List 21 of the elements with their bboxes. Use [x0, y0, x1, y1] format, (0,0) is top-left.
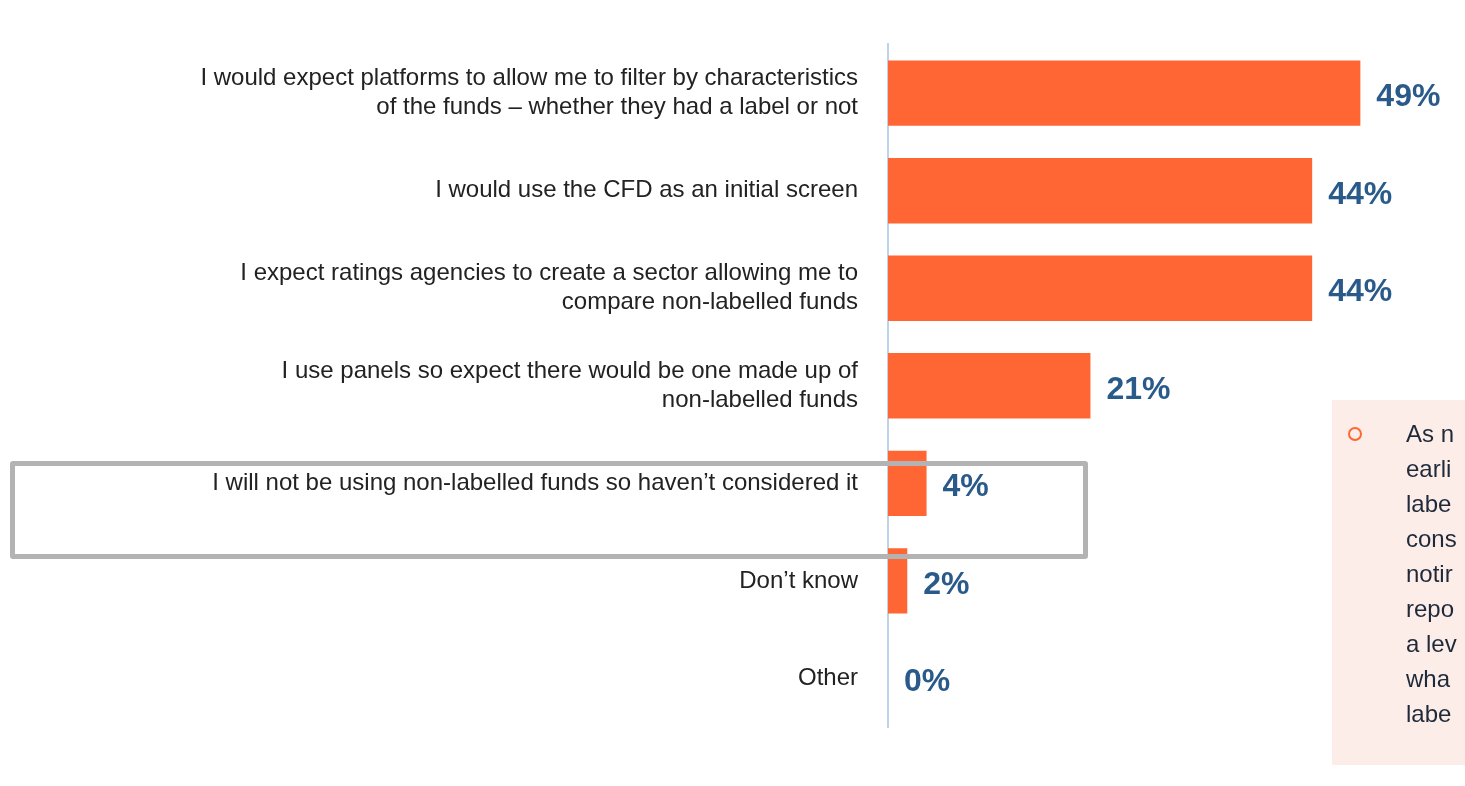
- bar: [888, 255, 1313, 321]
- bar: [888, 548, 908, 614]
- y-tick-label: I would expect platforms to allow me to filter by characteristics of the funds – whether they had a label or not: [200, 63, 859, 120]
- bar: [888, 450, 927, 517]
- data-label: 49%: [1376, 77, 1441, 113]
- bar: [888, 60, 1361, 126]
- data-label: 0%: [904, 662, 951, 699]
- data-label: 4%: [942, 467, 989, 504]
- y-tick-label: I will not be using non-labelled funds so haven’t considered it: [212, 467, 859, 495]
- y-tick-label: I use panels so expect there would be one made up of non-labelled funds: [281, 356, 859, 412]
- bar: [888, 158, 1313, 224]
- y-tick-label: Don’t know: [739, 565, 859, 593]
- data-label: 44%: [1328, 174, 1393, 211]
- data-label: 44%: [1328, 272, 1393, 309]
- note-card: As n earli labe cons notir repo a lev wha labe: [1332, 400, 1465, 765]
- data-label: 2%: [923, 564, 970, 601]
- data-label: 21%: [1106, 369, 1171, 406]
- y-tick-label: I expect ratings agencies to create a sector allowing me to compare non-labelled funds: [240, 258, 858, 315]
- y-tick-label: I would use the CFD as an initial screen: [435, 175, 858, 203]
- bar: [888, 353, 1091, 419]
- y-tick-label: Other: [797, 663, 858, 691]
